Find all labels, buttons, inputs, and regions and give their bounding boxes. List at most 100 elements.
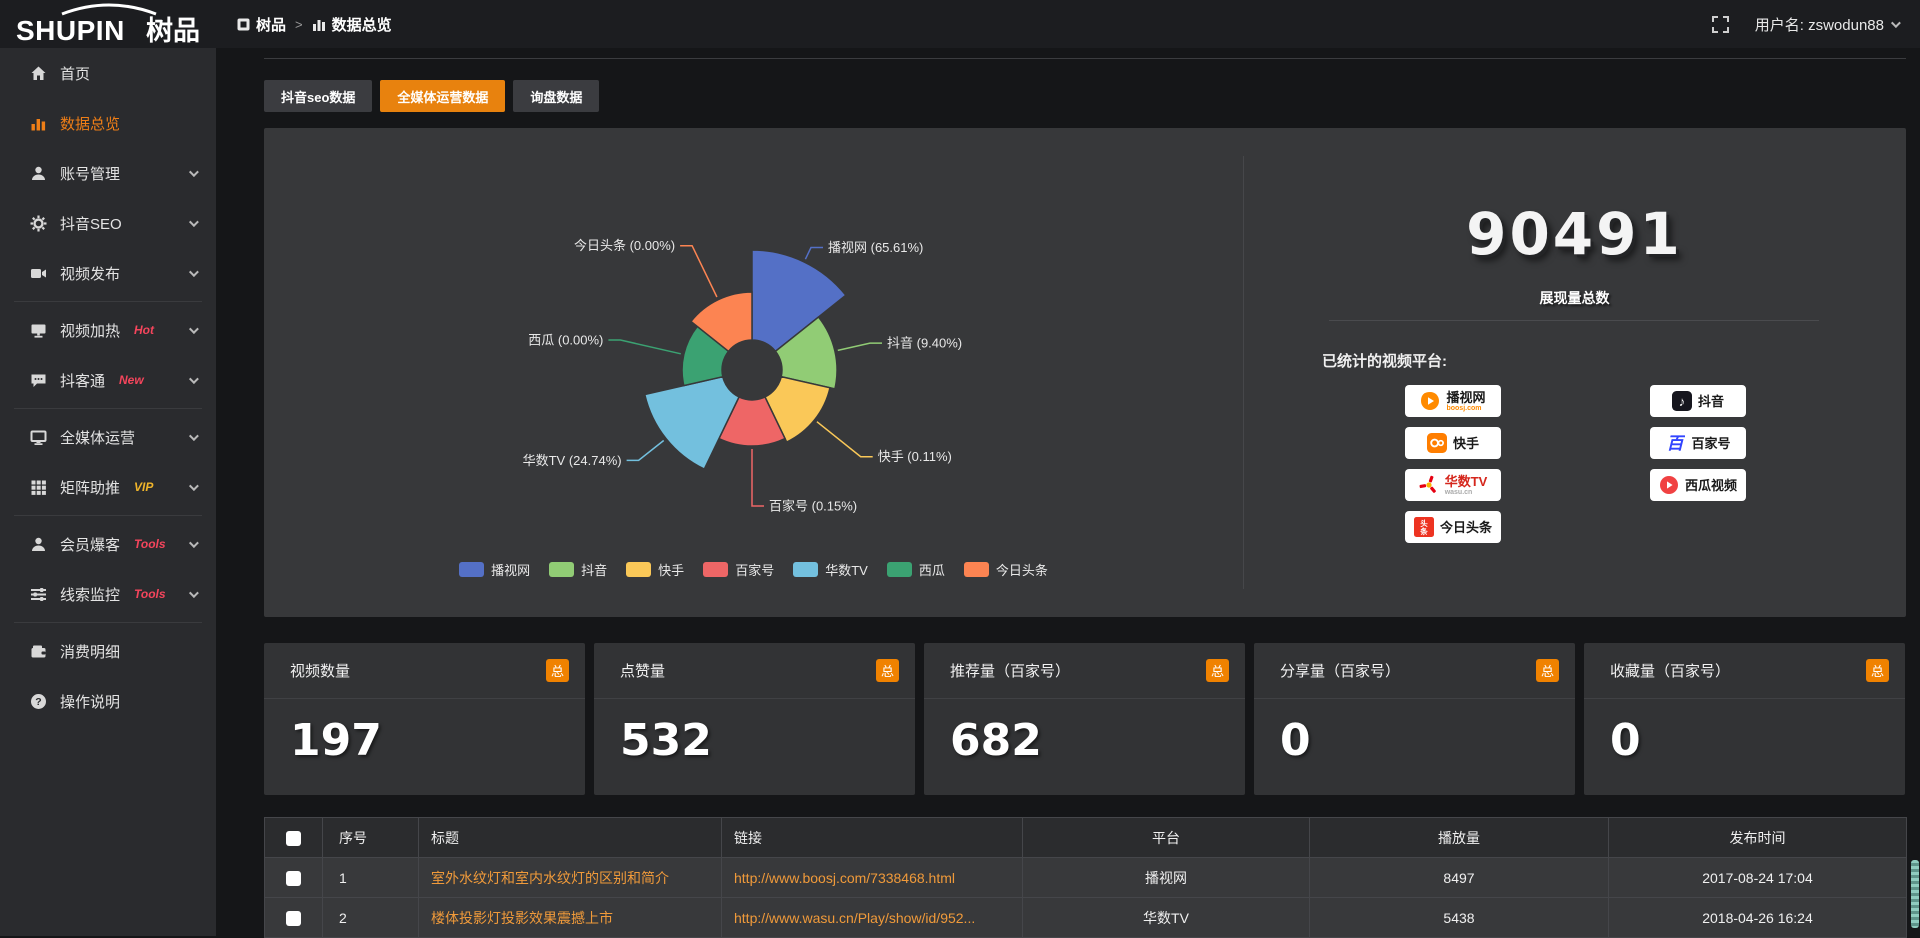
tab-2[interactable]: 询盘数据 — [513, 80, 599, 112]
user-menu[interactable]: 用户名: zswodun88 — [1755, 14, 1898, 35]
sidebar-item-grid-10[interactable]: 矩阵助推 VIP — [0, 462, 216, 512]
pie-leader-line — [838, 343, 882, 350]
cell-url-link[interactable]: http://www.wasu.cn/Play/show/id/952... — [722, 898, 1023, 938]
help-icon: ? — [30, 693, 47, 710]
logo-text-en: SHUPIN — [16, 15, 125, 46]
chart-icon — [30, 115, 47, 132]
row-checkbox[interactable] — [286, 911, 301, 926]
total-badge[interactable]: 总 — [1206, 659, 1229, 682]
total-badge[interactable]: 总 — [546, 659, 569, 682]
logo-graphic: SHUPIN 树品 — [14, 2, 210, 46]
pie-leader-line — [608, 340, 680, 354]
stat-card-4: 收藏量（百家号）总 0 — [1584, 643, 1905, 795]
home-icon — [30, 65, 47, 82]
cell-index: 1 — [323, 858, 419, 898]
svg-text:百: 百 — [1667, 434, 1686, 453]
sidebar-item-gear-3[interactable]: 抖音SEO — [0, 198, 216, 248]
cell-platform: 播视网 — [1023, 858, 1310, 898]
pie-slice-华数TV[interactable] — [645, 377, 739, 469]
data-tabs: 抖音seo数据全媒体运营数据询盘数据 — [264, 80, 599, 112]
row-checkbox[interactable] — [286, 871, 301, 886]
chevron-down-icon — [189, 588, 199, 598]
legend-item-今日头条[interactable]: 今日头条 — [964, 560, 1048, 579]
stat-card-header: 推荐量（百家号） 总 — [924, 643, 1245, 699]
table-header-1: 标题 — [419, 818, 722, 858]
legend-swatch — [459, 562, 484, 577]
legend-swatch — [626, 562, 651, 577]
cell-title-link[interactable]: 室外水纹灯和室内水纹灯的区别和简介 — [419, 858, 722, 898]
breadcrumb-current[interactable]: 数据总览 — [312, 14, 392, 35]
stat-card-value: 0 — [1610, 715, 1641, 766]
app-square-icon — [237, 18, 250, 31]
header-divider — [264, 58, 1906, 59]
legend-label: 百家号 — [735, 560, 774, 579]
stat-card-title: 推荐量（百家号） — [950, 660, 1070, 681]
scrollbar-thumb[interactable] — [1911, 860, 1919, 928]
sidebar-item-badge: New — [119, 373, 144, 387]
pie-label-抖音: 抖音 (9.40%) — [887, 336, 962, 351]
select-all-checkbox[interactable] — [286, 831, 301, 846]
legend-swatch — [793, 562, 818, 577]
chevron-down-icon — [189, 324, 199, 334]
sidebar-item-home-0[interactable]: 首页 — [0, 48, 216, 98]
sidebar-item-user-2[interactable]: 账号管理 — [0, 148, 216, 198]
legend-item-西瓜[interactable]: 西瓜 — [887, 560, 945, 579]
legend-item-百家号[interactable]: 百家号 — [703, 560, 774, 579]
legend-item-抖音[interactable]: 抖音 — [549, 560, 607, 579]
pie-leader-line — [817, 422, 873, 457]
sidebar-item-chat-7[interactable]: 抖客通 New — [0, 355, 216, 405]
platform-name: 播视网 — [1446, 391, 1485, 404]
platform-name: 抖音 — [1698, 395, 1724, 408]
legend-label: 播视网 — [491, 560, 530, 579]
fullscreen-icon[interactable] — [1712, 16, 1729, 33]
sidebar-item-wallet-15[interactable]: 消费明细 — [0, 626, 216, 676]
sidebar-divider — [14, 408, 202, 409]
sidebar-item-label: 账号管理 — [60, 163, 120, 184]
sidebar-item-label: 抖客通 — [60, 370, 105, 391]
cell-title-link[interactable]: 楼体投影灯投影效果震撼上市 — [419, 898, 722, 938]
total-badge[interactable]: 总 — [876, 659, 899, 682]
pie-label-百家号: 百家号 (0.15%) — [769, 499, 857, 514]
stat-card-header: 收藏量（百家号）总 — [1584, 643, 1905, 699]
table-header-2: 链接 — [722, 818, 1023, 858]
breadcrumb-home[interactable]: 树品 — [237, 14, 286, 35]
table-header-3: 平台 — [1023, 818, 1310, 858]
sidebar-item-label: 消费明细 — [60, 641, 120, 662]
sidebar-item-video-4[interactable]: 视频发布 — [0, 248, 216, 298]
pie-label-快手: 快手 (0.11%) — [878, 449, 952, 464]
platform-name: 今日头条 — [1440, 521, 1492, 534]
legend-item-快手[interactable]: 快手 — [626, 560, 684, 579]
tab-1[interactable]: 全媒体运营数据 — [380, 80, 505, 112]
sidebar-item-badge: VIP — [134, 480, 153, 494]
breadcrumb: 树品 > 数据总览 — [237, 0, 392, 48]
legend-item-播视网[interactable]: 播视网 — [459, 560, 530, 579]
kuaishou-logo-icon — [1427, 433, 1447, 453]
platform-name: 华数TV — [1445, 475, 1488, 488]
total-badge[interactable]: 总 — [1866, 659, 1889, 682]
legend-item-华数TV[interactable]: 华数TV — [793, 560, 868, 579]
table-header-row: 序号标题链接平台播放量发布时间 — [265, 818, 1907, 858]
platform-badge-toutiao: 头条今日头条 — [1405, 511, 1501, 543]
sidebar-item-monitor-9[interactable]: 全媒体运营 — [0, 412, 216, 462]
chevron-down-icon — [189, 431, 199, 441]
sidebar-item-help-16[interactable]: ?操作说明 — [0, 676, 216, 726]
tab-0[interactable]: 抖音seo数据 — [264, 80, 372, 112]
stat-card-value: 532 — [620, 715, 712, 766]
sidebar-item-label: 会员爆客 — [60, 534, 120, 555]
cell-url-link[interactable]: http://www.boosj.com/7338468.html — [722, 858, 1023, 898]
breadcrumb-label: 数据总览 — [332, 14, 392, 35]
sidebar-item-chart-1[interactable]: 数据总览 — [0, 98, 216, 148]
total-badge[interactable]: 总 — [1536, 659, 1559, 682]
sidebar-item-label: 矩阵助推 — [60, 477, 120, 498]
topbar-right: 用户名: zswodun88 — [1712, 0, 1898, 48]
